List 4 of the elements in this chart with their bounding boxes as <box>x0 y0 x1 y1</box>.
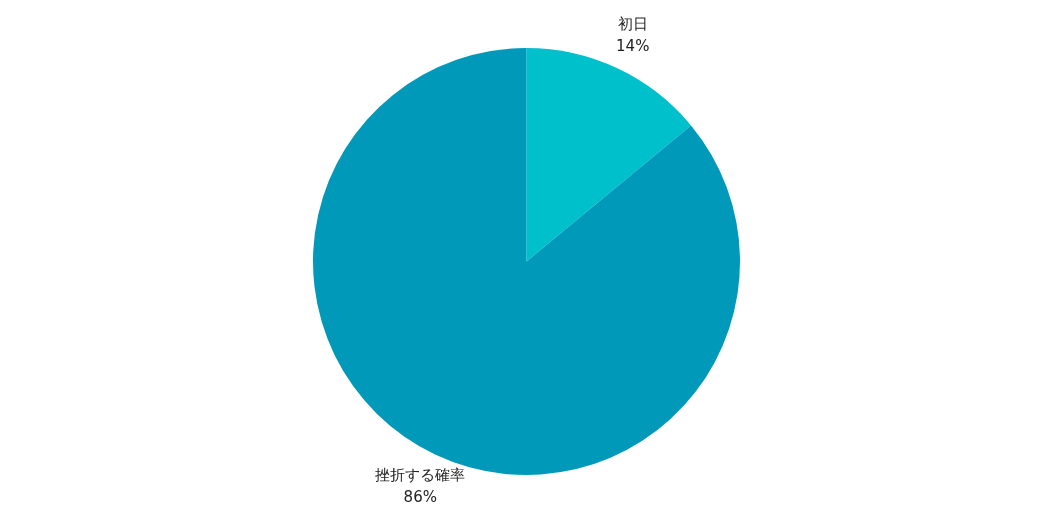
data-label: 86% <box>403 488 437 507</box>
slice-label: 挫折する確率 <box>375 466 466 485</box>
data-label: 14% <box>616 36 650 55</box>
slice-label: 初日 <box>617 14 648 33</box>
